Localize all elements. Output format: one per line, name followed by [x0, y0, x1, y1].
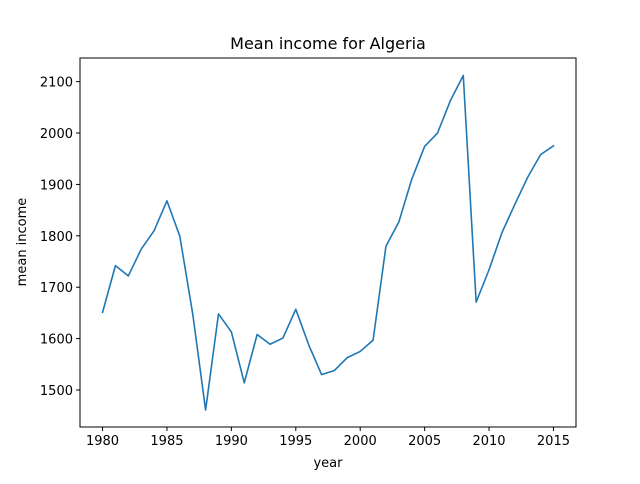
x-tick-label: 2015 [537, 434, 570, 449]
y-tick-label: 1800 [40, 230, 73, 245]
x-tick-label: 1985 [150, 434, 183, 449]
y-tick-label: 1500 [40, 384, 73, 399]
x-tick-label: 2010 [472, 434, 505, 449]
x-tick-label: 2005 [408, 434, 441, 449]
x-tick-label: 1990 [215, 434, 248, 449]
x-tick-label: 2000 [344, 434, 377, 449]
y-tick-label: 2100 [40, 76, 73, 91]
x-tick-label: 1995 [279, 434, 312, 449]
y-tick-label: 1600 [40, 333, 73, 348]
x-axis-label: year [313, 456, 343, 471]
plot-frame [79, 57, 577, 428]
y-tick-label: 1900 [40, 178, 73, 193]
y-tick-label: 2000 [40, 127, 73, 142]
chart-title: Mean income for Algeria [230, 34, 426, 53]
x-tick-label: 1980 [86, 434, 119, 449]
mean-income-series-line [101, 74, 555, 411]
y-tick-label: 1700 [40, 281, 73, 296]
y-axis-label: mean income [15, 198, 30, 287]
